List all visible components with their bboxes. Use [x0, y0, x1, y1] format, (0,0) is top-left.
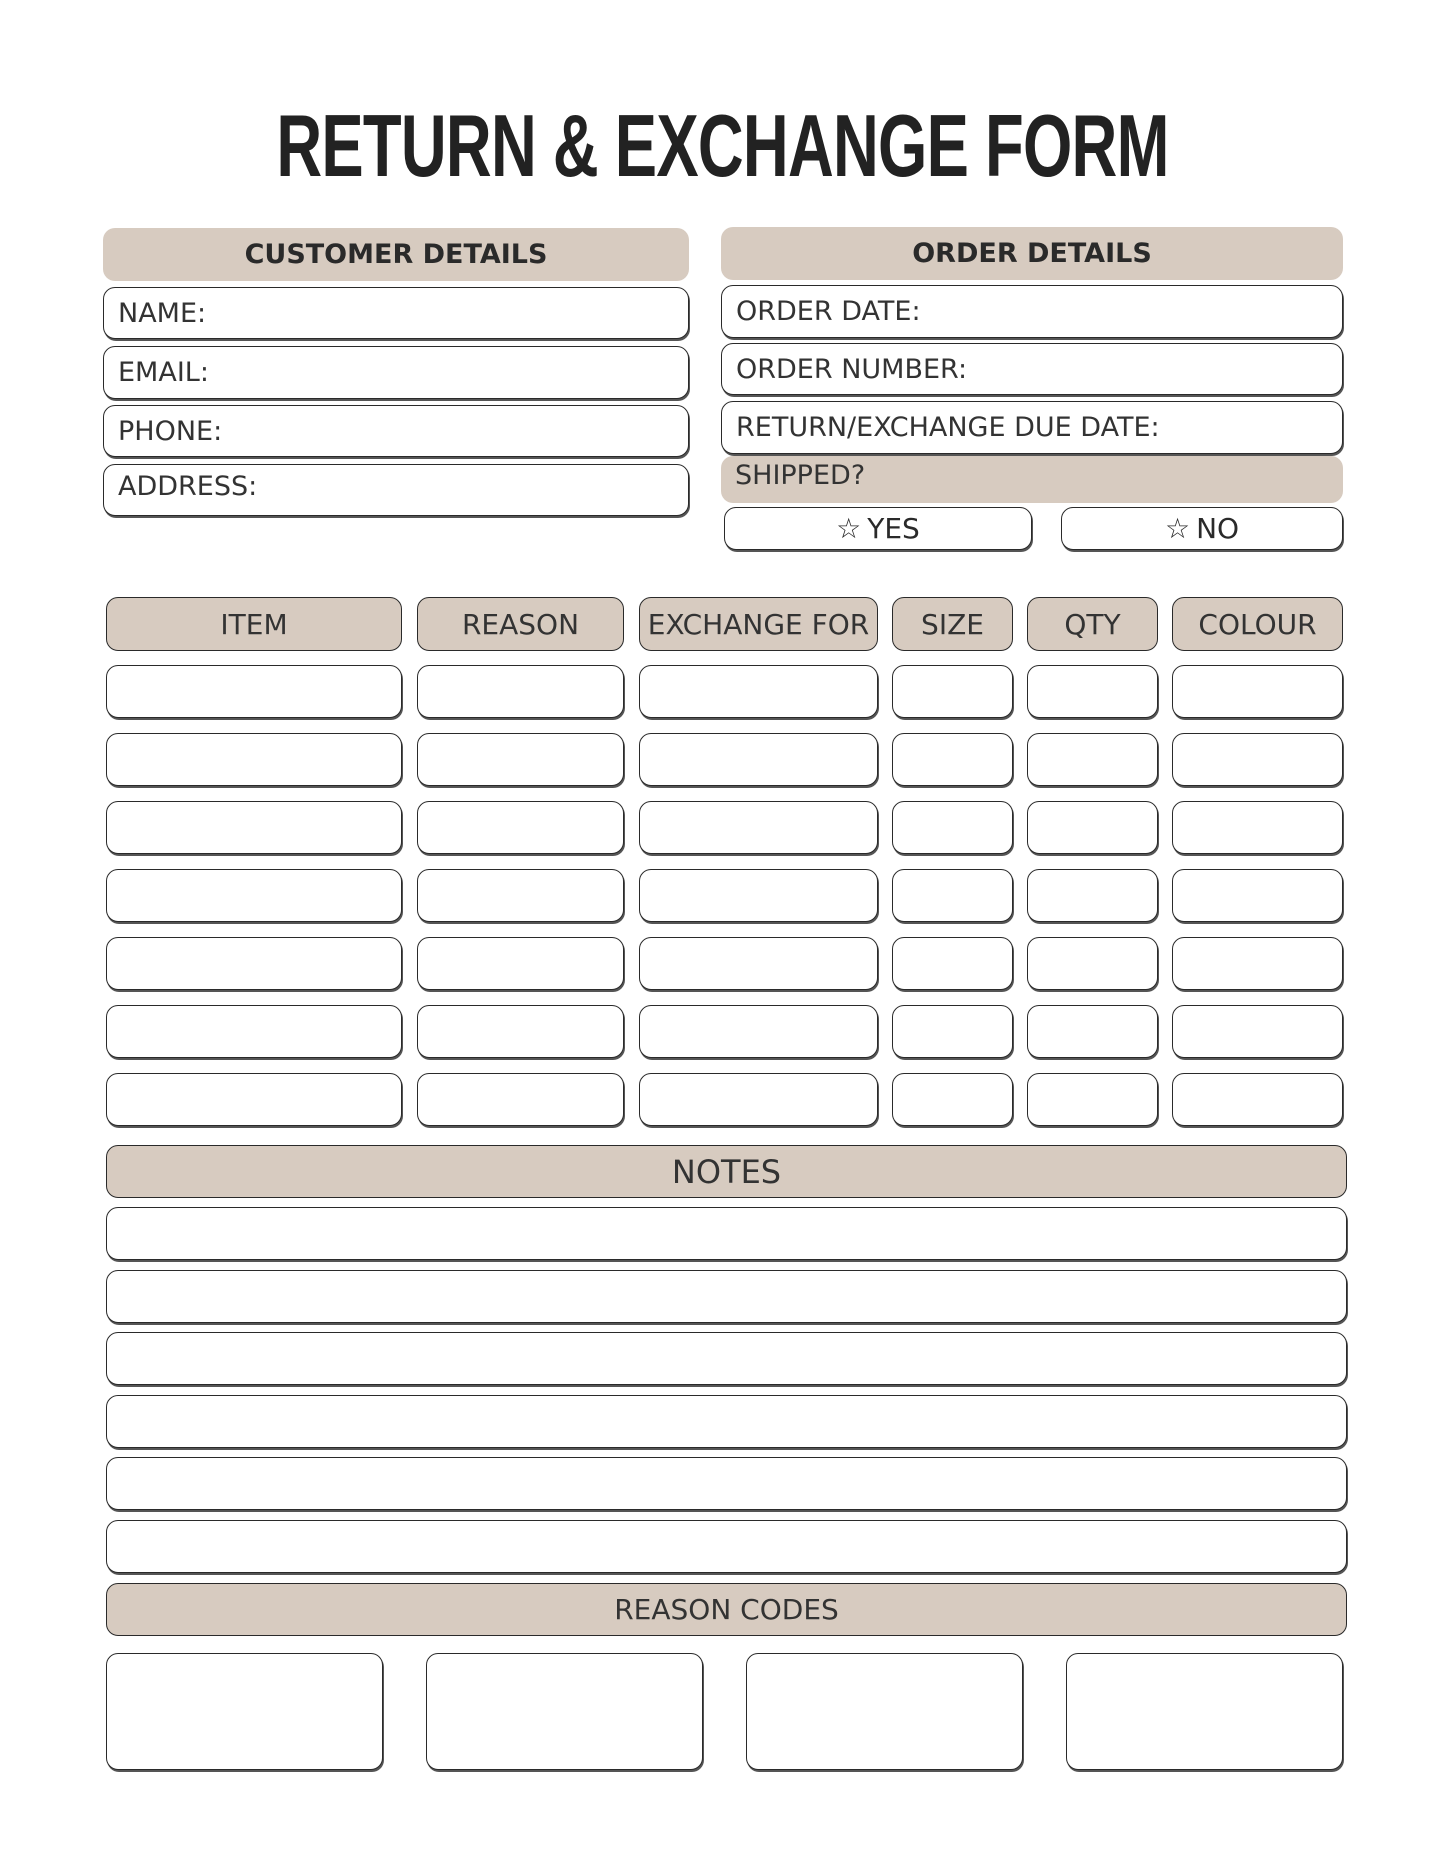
order-details-header: ORDER DETAILS	[721, 227, 1343, 280]
table-cell-input[interactable]	[1172, 801, 1343, 854]
order-number-field[interactable]: ORDER NUMBER:	[721, 343, 1343, 395]
table-cell-input[interactable]	[417, 937, 624, 990]
notes-header: NOTES	[106, 1145, 1347, 1198]
table-cell-input[interactable]	[106, 869, 402, 922]
table-cell-input[interactable]	[639, 1073, 878, 1126]
reason-code-box[interactable]	[426, 1653, 703, 1770]
phone-label: PHONE:	[118, 415, 223, 447]
table-cell-input[interactable]	[1027, 665, 1158, 718]
table-cell-input[interactable]	[892, 1073, 1013, 1126]
notes-line-input[interactable]	[106, 1394, 1347, 1448]
column-header: SIZE	[892, 597, 1013, 651]
reason-codes-header: REASON CODES	[106, 1583, 1347, 1636]
table-cell-input[interactable]	[417, 1073, 624, 1126]
notes-line-input[interactable]	[106, 1207, 1347, 1260]
shipped-yes-option[interactable]: ☆ YES	[724, 507, 1032, 550]
address-label: ADDRESS:	[118, 471, 258, 502]
table-cell-input[interactable]	[892, 733, 1013, 786]
due-date-label: RETURN/EXCHANGE DUE DATE:	[736, 412, 1160, 443]
star-icon: ☆	[836, 512, 862, 545]
table-cell-input[interactable]	[417, 665, 624, 718]
address-field[interactable]: ADDRESS:	[103, 464, 689, 516]
email-label: EMAIL:	[118, 357, 209, 388]
table-cell-input[interactable]	[106, 1073, 402, 1126]
table-cell-input[interactable]	[106, 733, 402, 786]
table-cell-input[interactable]	[106, 665, 402, 718]
table-cell-input[interactable]	[417, 801, 624, 854]
table-cell-input[interactable]	[1027, 869, 1158, 922]
table-cell-input[interactable]	[639, 801, 878, 854]
table-cell-input[interactable]	[639, 937, 878, 990]
no-label: NO	[1196, 512, 1240, 545]
column-header: QTY	[1027, 597, 1158, 651]
table-cell-input[interactable]	[1027, 801, 1158, 854]
table-cell-input[interactable]	[1172, 937, 1343, 990]
star-icon: ☆	[1164, 512, 1191, 545]
notes-line-input[interactable]	[106, 1457, 1347, 1510]
reason-code-box[interactable]	[106, 1653, 383, 1770]
column-header: EXCHANGE FOR	[639, 597, 878, 651]
table-cell-input[interactable]	[106, 937, 402, 990]
yes-label: YES	[867, 512, 920, 545]
table-cell-input[interactable]	[1172, 869, 1343, 922]
name-field[interactable]: NAME:	[103, 287, 689, 339]
table-cell-input[interactable]	[417, 869, 624, 922]
notes-line-input[interactable]	[106, 1269, 1347, 1323]
shipped-header: SHIPPED?	[721, 456, 1343, 503]
due-date-field[interactable]: RETURN/EXCHANGE DUE DATE:	[721, 401, 1343, 454]
table-cell-input[interactable]	[1027, 937, 1158, 990]
order-date-label: ORDER DATE:	[736, 296, 921, 327]
table-cell-input[interactable]	[1172, 1073, 1343, 1126]
table-cell-input[interactable]	[106, 801, 402, 854]
email-field[interactable]: EMAIL:	[103, 346, 689, 399]
table-cell-input[interactable]	[892, 801, 1013, 854]
table-cell-input[interactable]	[639, 1005, 878, 1058]
shipped-label: SHIPPED?	[735, 460, 866, 491]
table-cell-input[interactable]	[1027, 1073, 1158, 1126]
phone-field[interactable]: PHONE:	[103, 405, 689, 457]
customer-details-header: CUSTOMER DETAILS	[103, 228, 689, 281]
table-cell-input[interactable]	[1172, 665, 1343, 718]
table-cell-input[interactable]	[1027, 733, 1158, 786]
order-date-field[interactable]: ORDER DATE:	[721, 285, 1343, 338]
table-cell-input[interactable]	[106, 1005, 402, 1058]
table-cell-input[interactable]	[1172, 1005, 1343, 1058]
table-cell-input[interactable]	[639, 869, 878, 922]
table-cell-input[interactable]	[639, 665, 878, 718]
notes-line-input[interactable]	[106, 1519, 1347, 1573]
shipped-no-option[interactable]: ☆ NO	[1061, 507, 1343, 550]
table-cell-input[interactable]	[417, 733, 624, 786]
reason-code-box[interactable]	[746, 1653, 1023, 1770]
notes-line-input[interactable]	[106, 1332, 1347, 1385]
order-number-label: ORDER NUMBER:	[736, 353, 968, 385]
table-cell-input[interactable]	[417, 1005, 624, 1058]
table-cell-input[interactable]	[1172, 733, 1343, 786]
column-header: REASON	[417, 597, 624, 651]
table-cell-input[interactable]	[892, 1005, 1013, 1058]
table-cell-input[interactable]	[1027, 1005, 1158, 1058]
column-header: ITEM	[106, 597, 402, 651]
name-label: NAME:	[118, 297, 207, 329]
table-cell-input[interactable]	[892, 665, 1013, 718]
reason-code-box[interactable]	[1066, 1653, 1343, 1770]
table-cell-input[interactable]	[892, 937, 1013, 990]
page-title: RETURN & EXCHANGE FORM	[276, 96, 1169, 195]
table-cell-input[interactable]	[639, 733, 878, 786]
table-cell-input[interactable]	[892, 869, 1013, 922]
column-header: COLOUR	[1172, 597, 1343, 651]
